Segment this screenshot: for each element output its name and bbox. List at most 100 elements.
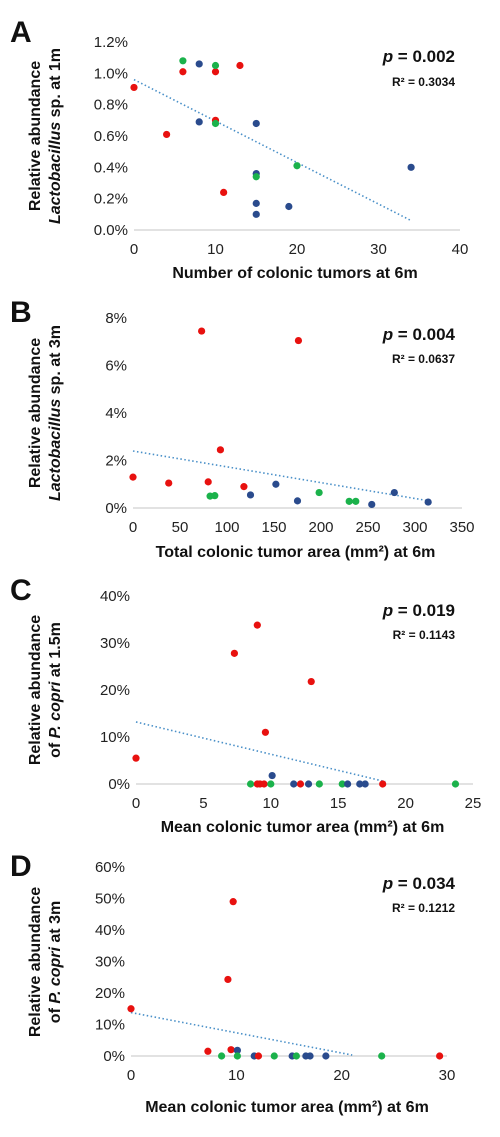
data-point-green [217,1052,226,1060]
x-tick-label: 30 [439,1067,456,1084]
data-point-blue [195,118,203,126]
data-point-blue [390,488,398,497]
y-tick-label: 0.4% [94,159,128,176]
y-tick-label: 1.2% [94,34,128,51]
y-tick-label: 30% [95,954,125,971]
y-tick-label: 0.6% [94,128,128,145]
data-point-green [315,780,323,788]
data-point-blue [252,119,260,128]
panel-label: A [10,16,32,49]
x-tick-label: 350 [449,519,474,536]
data-point-green [252,173,260,181]
y-tick-label: 50% [95,891,125,908]
y-tick-label: 60% [95,859,125,876]
data-point-blue [252,210,260,218]
data-point-blue [268,771,276,780]
x-tick-label: 0 [130,241,138,258]
y-axis-title: Relative abundance of P. copri at 3m [27,887,64,1037]
panel-d: 0% 10% 20% 30% 40% 50% 60% 0 10 20 30 Mean colonic … [10,850,456,1116]
x-tick-label: 150 [261,519,286,536]
data-point-blue [293,497,302,505]
data-point-red [163,130,171,139]
data-point-green [211,492,219,500]
x-tick-label: 0 [127,1067,135,1084]
data-point-green [211,61,220,70]
data-point-blue [272,480,280,488]
data-point-blue [344,780,352,788]
y-tick-label: 0% [108,776,130,793]
y-tick-label: 1.0% [94,65,128,82]
data-point-red [436,1052,444,1060]
data-point-red [236,61,244,70]
data-point-green [179,57,187,65]
data-point-red [165,479,173,487]
data-point-green [293,162,301,170]
data-point-red [307,677,315,686]
x-tick-label: 15 [330,795,347,812]
y-tick-label: 10% [95,1017,125,1034]
x-tick-label: 10 [262,795,279,812]
p-value-label: p = 0.034 [382,874,456,893]
data-point-blue [233,1046,241,1054]
data-point-green [267,780,275,788]
data-point-red [294,336,303,345]
data-point-blue [407,163,415,171]
r-squared-label: R² = 0.1212 [392,901,455,915]
data-point-red [211,68,220,76]
data-point-red [204,478,212,486]
y-tick-label: 0% [103,1048,125,1065]
data-point-red [224,975,232,984]
x-tick-label: 5 [199,795,207,812]
data-point-red [254,1052,263,1060]
x-tick-label: 200 [308,519,333,536]
panel-b: 0% 2% 4% 6% 8% 0 50 100 150 200 250 300 350 Total col… [10,296,475,561]
panel-label: C [10,574,32,607]
data-point-red [261,728,270,736]
data-point-green [315,488,323,497]
y-tick-label: 30% [100,635,130,652]
data-point-red [130,83,138,92]
data-point-red [179,68,187,76]
data-point-red [198,327,206,335]
data-point-red [296,780,305,788]
data-point-blue [252,199,260,207]
data-point-blue [424,498,432,506]
y-tick-label: 40% [100,588,130,605]
data-point-green [345,497,353,505]
x-axis-title: Number of colonic tumors at 6m [172,265,417,282]
x-tick-label: 20 [289,241,306,258]
y-axis-title: Relative abundance Lactobacillus sp. at 3… [27,325,64,501]
data-point-blue [285,202,293,211]
x-tick-label: 30 [370,241,387,258]
r-squared-label: R² = 0.1143 [393,628,456,642]
p-value-label: p = 0.019 [382,601,455,620]
r-squared-label: R² = 0.3034 [392,75,455,89]
data-point-red [127,1005,135,1013]
y-tick-label: 20% [95,985,125,1002]
data-point-green [352,497,360,505]
data-point-green [211,119,220,128]
data-point-red [379,780,387,788]
trend-line [133,78,412,222]
x-tick-label: 20 [333,1067,350,1084]
x-axis-title: Mean colonic tumor area (mm²) at 6m [145,1099,429,1116]
y-tick-label: 0% [105,500,127,517]
data-point-green [233,1052,241,1060]
data-point-green [246,780,255,788]
trend-line [132,450,430,502]
y-tick-label: 6% [105,358,127,375]
data-point-green [338,780,346,788]
p-value-label: p = 0.002 [382,47,455,66]
data-point-red [216,446,225,454]
data-point-blue [361,780,369,788]
y-tick-label: 0.2% [94,191,128,208]
x-tick-label: 10 [228,1067,245,1084]
data-point-green [451,780,460,788]
data-point-red [260,780,268,788]
data-point-blue [304,780,313,788]
panel-a: 0.0% 0.2% 0.4% 0.6% 0.8% 1.0% 1.2% 0 10 20 30 40 Num… [10,16,468,282]
x-tick-label: 10 [207,241,224,258]
x-tick-label: 0 [132,795,140,812]
x-axis-title: Mean colonic tumor area (mm²) at 6m [161,819,445,836]
